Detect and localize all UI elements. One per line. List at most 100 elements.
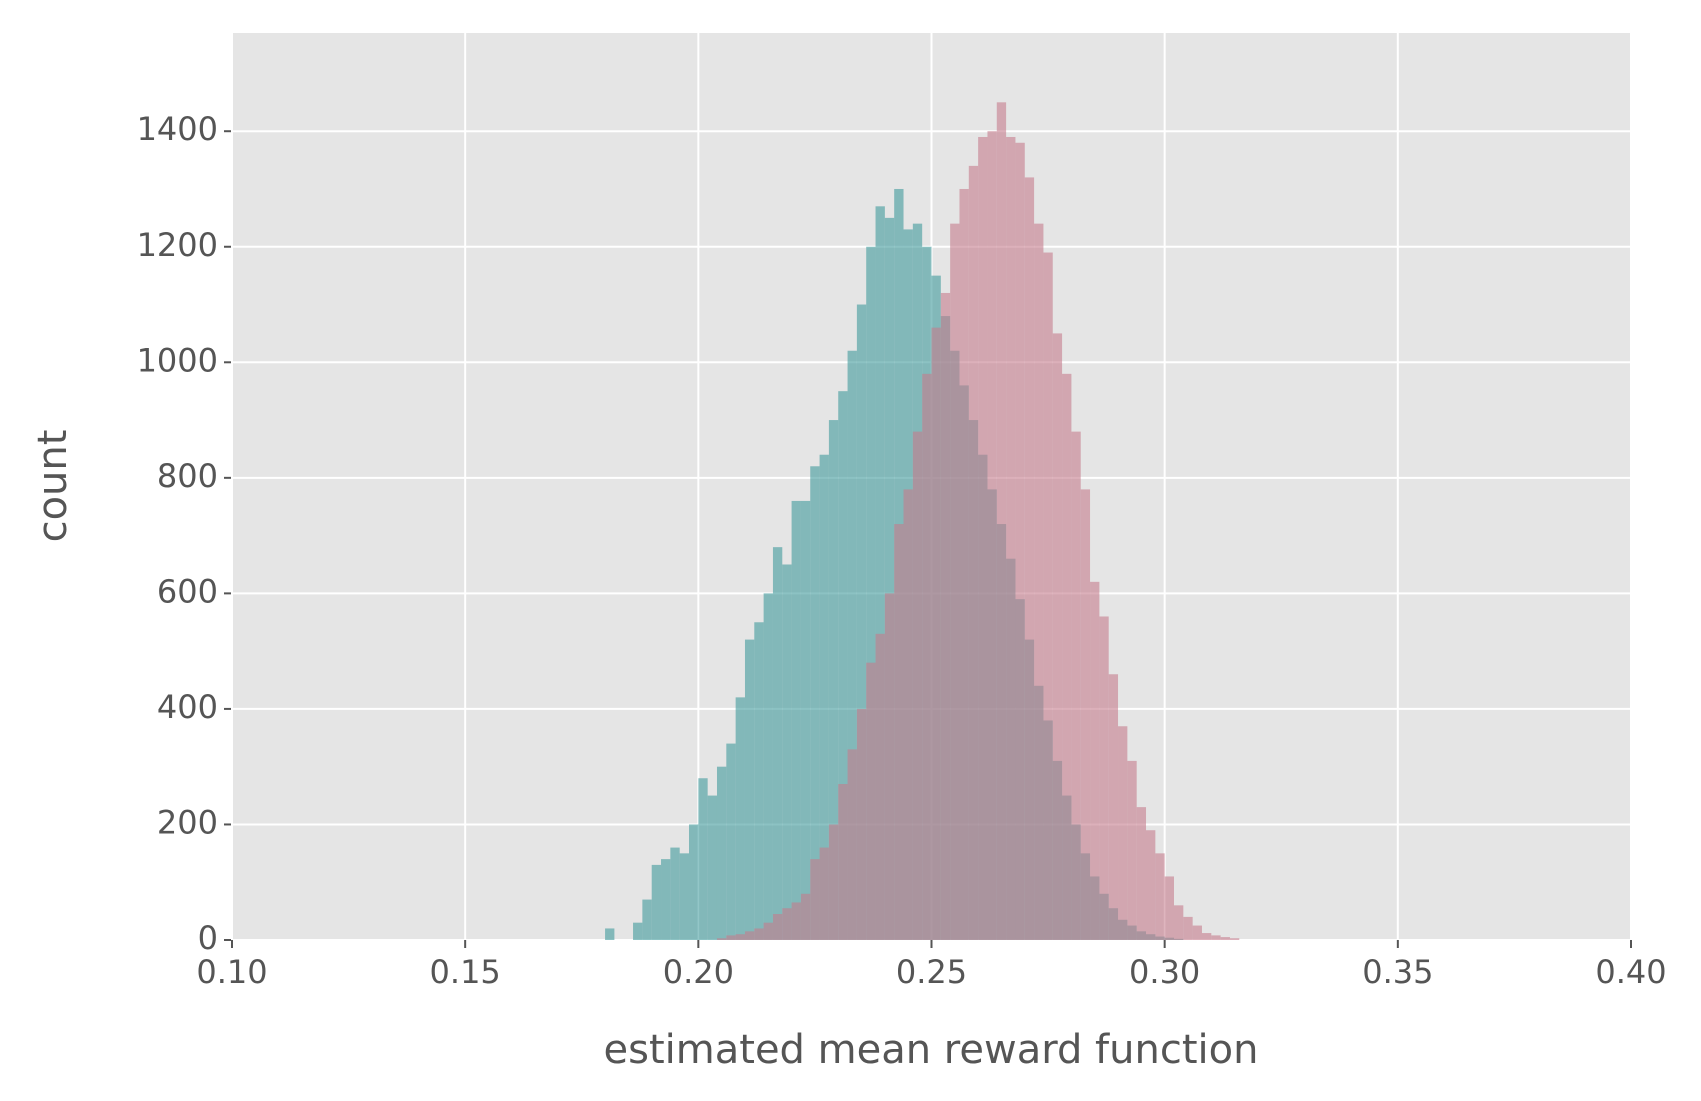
histogram-bar xyxy=(633,922,643,940)
histogram-bar xyxy=(1146,830,1156,940)
y-tick-label: 800 xyxy=(157,457,218,495)
histogram-bar xyxy=(847,749,857,940)
histogram-bar xyxy=(772,914,783,940)
histogram-bar xyxy=(1090,581,1100,940)
histogram-bar xyxy=(754,928,764,940)
histogram-bar xyxy=(987,131,997,940)
histogram-bar xyxy=(1080,489,1091,940)
histogram-bar xyxy=(996,102,1007,941)
histogram-bar xyxy=(1211,935,1221,940)
y-axis-label: count xyxy=(30,430,76,543)
histogram-bar xyxy=(931,327,941,940)
histogram-bar xyxy=(819,454,829,940)
y-tick-label: 1400 xyxy=(137,110,218,148)
y-tick-label: 1000 xyxy=(137,341,218,379)
histogram-bar xyxy=(1192,925,1202,940)
histogram-bar xyxy=(1201,933,1212,940)
histogram-bar xyxy=(828,420,839,940)
histogram-bar xyxy=(884,593,895,940)
histogram-bar xyxy=(800,500,811,940)
histogram-bar xyxy=(875,206,885,940)
histogram-bar xyxy=(1183,916,1193,940)
histogram-bar xyxy=(866,662,876,940)
histogram-bar xyxy=(828,824,839,940)
histogram-bar xyxy=(1052,333,1063,940)
x-tick-label: 0.30 xyxy=(1129,953,1200,991)
histogram-bar xyxy=(903,489,913,940)
histogram-bar xyxy=(922,373,932,940)
histogram-bar xyxy=(866,246,876,940)
histogram-bar xyxy=(847,350,857,940)
histogram-bar xyxy=(1108,674,1119,940)
y-tick-label: 200 xyxy=(157,803,218,841)
histogram-bar xyxy=(782,564,792,940)
x-axis-label: estimated mean reward function xyxy=(604,1027,1259,1073)
histogram-bar xyxy=(642,899,652,940)
histogram-bar xyxy=(894,524,904,940)
histogram-bar xyxy=(1118,726,1128,940)
histogram-bar xyxy=(884,217,895,941)
histogram-bar xyxy=(1127,760,1137,940)
histogram-bar xyxy=(605,928,615,940)
histogram-bar xyxy=(1099,616,1109,940)
histogram-bar xyxy=(679,853,690,940)
histogram-bar xyxy=(1136,807,1147,940)
histogram-bar xyxy=(838,784,848,940)
histogram-bar xyxy=(819,847,829,940)
histogram-bar xyxy=(744,931,755,940)
x-tick-label: 0.10 xyxy=(196,953,267,991)
y-tick-label: 600 xyxy=(157,572,218,610)
histogram-bar xyxy=(689,824,699,940)
histogram-bar xyxy=(875,633,885,940)
histogram-bar xyxy=(651,864,662,940)
histogram-bar xyxy=(800,893,811,940)
histogram-bar xyxy=(726,935,736,940)
histogram-bar xyxy=(959,188,969,940)
histogram-bar xyxy=(763,593,773,940)
histogram-bar xyxy=(754,622,764,940)
histogram-bar xyxy=(856,304,867,940)
histogram-bar xyxy=(772,547,783,940)
histogram-bar xyxy=(810,466,820,940)
histogram-bar xyxy=(912,431,923,940)
histogram-bar xyxy=(1034,223,1044,940)
histogram-bar xyxy=(978,136,988,941)
histogram-bar xyxy=(1024,177,1035,940)
histogram-bar xyxy=(735,697,745,940)
histogram-bar xyxy=(726,743,736,940)
histogram-bar xyxy=(1062,373,1072,940)
x-tick-label: 0.20 xyxy=(663,953,734,991)
histogram-bar xyxy=(838,391,848,940)
histogram-bar xyxy=(763,922,773,940)
histogram-bar xyxy=(716,938,727,940)
histogram-bar xyxy=(791,902,801,940)
histogram-bar xyxy=(1229,938,1240,940)
y-tick-label: 0 xyxy=(198,919,218,957)
histogram-bar xyxy=(744,639,755,940)
histogram-bar xyxy=(810,859,820,940)
histogram-bar xyxy=(940,292,951,940)
histogram-bar xyxy=(1220,937,1230,940)
histogram-bar xyxy=(670,847,680,940)
histogram-bar xyxy=(735,934,745,940)
y-tick-label: 1200 xyxy=(137,226,218,264)
x-tick-label: 0.40 xyxy=(1595,953,1666,991)
histogram-bar xyxy=(782,908,792,940)
histogram-bar xyxy=(707,795,717,940)
histogram-bar xyxy=(1071,431,1081,940)
x-tick-label: 0.35 xyxy=(1362,953,1433,991)
histogram-bar xyxy=(661,859,671,940)
x-tick-label: 0.15 xyxy=(430,953,501,991)
histogram-bar xyxy=(1043,252,1053,940)
histogram-bar xyxy=(716,766,727,940)
histogram-bar xyxy=(1006,136,1016,941)
histogram-bar xyxy=(968,165,979,940)
histogram-bar xyxy=(1015,142,1025,940)
histogram-bar xyxy=(1164,876,1174,940)
histogram-bar xyxy=(698,778,708,940)
histogram-bar xyxy=(1155,853,1165,940)
y-tick-label: 400 xyxy=(157,688,218,726)
x-tick-label: 0.25 xyxy=(896,953,967,991)
histogram-bar xyxy=(1173,905,1184,940)
